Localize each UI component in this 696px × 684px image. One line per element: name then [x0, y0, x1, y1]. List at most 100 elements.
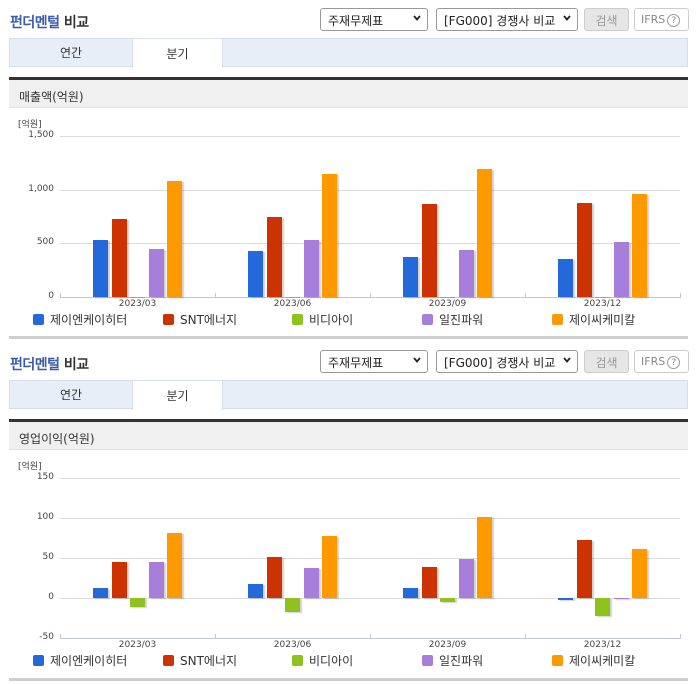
- bar-비디아이[interactable]: [595, 598, 610, 616]
- x-tick-label: 2023/12: [583, 640, 622, 650]
- chevron-down-icon: [563, 357, 571, 363]
- bar-제이씨케미칼[interactable]: [322, 536, 337, 598]
- tab-annual[interactable]: 연간: [59, 46, 83, 60]
- x-tick-label: 2023/09: [428, 299, 467, 309]
- legend-swatch-icon: [422, 314, 433, 325]
- bar-SNT에너지[interactable]: [421, 204, 437, 297]
- bar-비디아이[interactable]: [285, 598, 300, 612]
- bar-SNT에너지[interactable]: [421, 566, 437, 598]
- ifrs-button[interactable]: IFRS?: [634, 8, 689, 31]
- panel-header: 펀더멘털 비교 주재무제표 [FG000] 경쟁사 비교 검색 IFRS?: [0, 0, 696, 31]
- y-tick-label: 50: [42, 552, 54, 562]
- bar-제이씨케미칼[interactable]: [632, 549, 647, 598]
- bar-제이씨케미칼[interactable]: [632, 194, 647, 297]
- bar-SNT에너지[interactable]: [576, 202, 592, 297]
- bar-제이씨케미칼[interactable]: [477, 517, 492, 598]
- bar-제이엔케이히터[interactable]: [248, 584, 263, 598]
- bar-일진파워[interactable]: [613, 242, 629, 297]
- bar-제이씨케미칼[interactable]: [167, 533, 182, 598]
- bar-제이씨케미칼[interactable]: [322, 173, 337, 297]
- bar-제이엔케이히터[interactable]: [403, 257, 418, 297]
- bar-제이엔케이히터[interactable]: [93, 240, 108, 297]
- gridline: [60, 598, 680, 599]
- compare-select[interactable]: [FG000] 경쟁사 비교: [436, 350, 578, 373]
- bar-SNT에너지[interactable]: [266, 216, 282, 297]
- panel-header: 펀더멘털 비교 주재무제표 [FG000] 경쟁사 비교 검색 IFRS?: [0, 342, 696, 373]
- legend-label: 일진파워: [439, 654, 484, 668]
- gridline: [60, 478, 680, 479]
- fundamental-panel-operating-profit: 펀더멘털 비교 주재무제표 [FG000] 경쟁사 비교 검색 IFRS? 연간…: [0, 342, 696, 684]
- bar-비디아이[interactable]: [130, 598, 145, 607]
- y-tick-label: 100: [36, 512, 54, 522]
- bar-비디아이[interactable]: [285, 297, 300, 298]
- legend-item[interactable]: 일진파워: [422, 652, 483, 669]
- legend-item[interactable]: SNT에너지: [163, 311, 237, 328]
- bar-일진파워[interactable]: [613, 598, 629, 599]
- x-tick-label: 2023/03: [118, 640, 157, 650]
- gridline: [60, 136, 680, 137]
- bar-일진파워[interactable]: [458, 558, 474, 598]
- y-tick-label: 0: [48, 592, 54, 602]
- bar-일진파워[interactable]: [303, 567, 319, 598]
- x-tick: [60, 634, 61, 639]
- bar-SNT에너지[interactable]: [576, 539, 592, 598]
- y-axis-unit: [억원]: [18, 462, 42, 472]
- chevron-down-icon: [413, 15, 421, 21]
- ifrs-button[interactable]: IFRS?: [634, 350, 689, 373]
- y-tick-label: -50: [39, 632, 54, 642]
- legend-label: 제이엔케이히터: [50, 313, 128, 327]
- x-tick: [215, 634, 216, 639]
- bar-비디아이[interactable]: [595, 297, 610, 298]
- x-tick: [680, 634, 681, 639]
- bar-제이씨케미칼[interactable]: [477, 169, 492, 297]
- bar-SNT에너지[interactable]: [111, 562, 127, 598]
- legend-item[interactable]: 제이엔케이히터: [33, 652, 127, 669]
- bar-제이엔케이히터[interactable]: [403, 587, 418, 598]
- bar-비디아이[interactable]: [440, 598, 455, 602]
- tab-annual[interactable]: 연간: [59, 388, 83, 402]
- bar-비디아이[interactable]: [130, 297, 145, 298]
- bar-SNT에너지[interactable]: [266, 557, 282, 598]
- compare-select[interactable]: [FG000] 경쟁사 비교: [436, 8, 578, 31]
- bar-일진파워[interactable]: [303, 239, 319, 297]
- x-tick: [680, 293, 681, 298]
- bar-제이엔케이히터[interactable]: [93, 588, 108, 598]
- bar-일진파워[interactable]: [148, 562, 164, 598]
- section-title: 매출액(억원): [9, 80, 688, 108]
- x-tick: [525, 293, 526, 298]
- bar-제이엔케이히터[interactable]: [558, 259, 573, 297]
- legend-item[interactable]: SNT에너지: [163, 652, 237, 669]
- x-tick-label: 2023/12: [583, 299, 622, 309]
- legend-item[interactable]: 제이엔케이히터: [33, 311, 127, 328]
- bar-일진파워[interactable]: [148, 249, 164, 297]
- legend-swatch-icon: [33, 314, 44, 325]
- search-button[interactable]: 검색: [584, 350, 629, 373]
- bar-일진파워[interactable]: [458, 250, 474, 297]
- statement-select[interactable]: 주재무제표: [320, 350, 428, 373]
- legend-item[interactable]: 제이씨케미칼: [552, 652, 635, 669]
- bar-제이엔케이히터[interactable]: [558, 598, 573, 600]
- chevron-down-icon: [563, 15, 571, 21]
- legend-item[interactable]: 제이씨케미칼: [552, 311, 635, 328]
- legend-item[interactable]: 비디아이: [292, 311, 353, 328]
- legend-swatch-icon: [292, 314, 303, 325]
- legend-label: 일진파워: [439, 313, 484, 327]
- legend-item[interactable]: 일진파워: [422, 311, 483, 328]
- legend-item[interactable]: 비디아이: [292, 652, 353, 669]
- chevron-down-icon: [413, 357, 421, 363]
- bar-비디아이[interactable]: [440, 297, 455, 298]
- bar-SNT에너지[interactable]: [111, 219, 127, 297]
- help-icon[interactable]: ?: [667, 356, 681, 369]
- tab-quarterly[interactable]: 분기: [132, 38, 223, 68]
- x-tick: [215, 293, 216, 298]
- bar-제이엔케이히터[interactable]: [248, 251, 263, 297]
- bar-제이씨케미칼[interactable]: [167, 180, 182, 297]
- gridline: [60, 243, 680, 244]
- panel-title: 펀더멘털 비교: [10, 357, 89, 373]
- legend-label: SNT에너지: [180, 313, 238, 327]
- tab-quarterly[interactable]: 분기: [132, 380, 223, 410]
- search-button[interactable]: 검색: [584, 8, 629, 31]
- statement-select[interactable]: 주재무제표: [320, 8, 428, 31]
- help-icon[interactable]: ?: [667, 14, 681, 27]
- section-title: 영업이익(억원): [9, 422, 688, 450]
